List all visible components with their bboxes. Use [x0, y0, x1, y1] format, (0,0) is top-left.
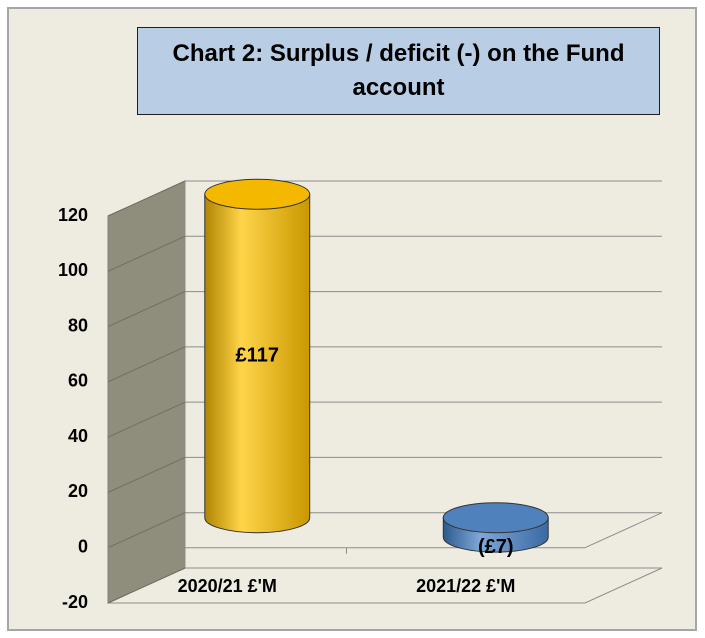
side-grid-line: [107, 512, 186, 549]
bar-top: [442, 502, 549, 534]
bar: [204, 178, 311, 534]
y-tick-label: -20: [62, 592, 88, 612]
y-tick-label: 20: [68, 481, 88, 501]
y-tick-label: 120: [58, 205, 88, 225]
x-axis-floor-edge: [584, 512, 663, 549]
chart-title: Chart 2: Surplus / deficit (-) on the Fu…: [137, 27, 660, 115]
side-grid-line: [107, 291, 186, 328]
bar: [442, 502, 549, 553]
side-grid-line: [107, 401, 186, 438]
y-tick-label: 40: [68, 426, 88, 446]
data-label: (£7): [478, 536, 514, 558]
x-tick-label: 2021/22 £'M: [416, 576, 515, 596]
side-grid-line: [107, 567, 186, 604]
side-grid-line: [107, 346, 186, 383]
y-tick-label: 100: [58, 260, 88, 280]
y-tick-label: 80: [68, 315, 88, 335]
y-tick-label: 0: [78, 536, 88, 556]
data-label: £117: [236, 344, 279, 366]
side-grid-line: [107, 456, 186, 493]
bar-body: [204, 193, 311, 534]
side-grid-line: [107, 235, 186, 272]
side-wall: [107, 180, 186, 604]
x-tick-label: 2020/21 £'M: [178, 576, 277, 596]
bar-top: [204, 178, 311, 210]
y-tick-label: 60: [68, 371, 88, 391]
side-grid-line: [107, 180, 186, 217]
